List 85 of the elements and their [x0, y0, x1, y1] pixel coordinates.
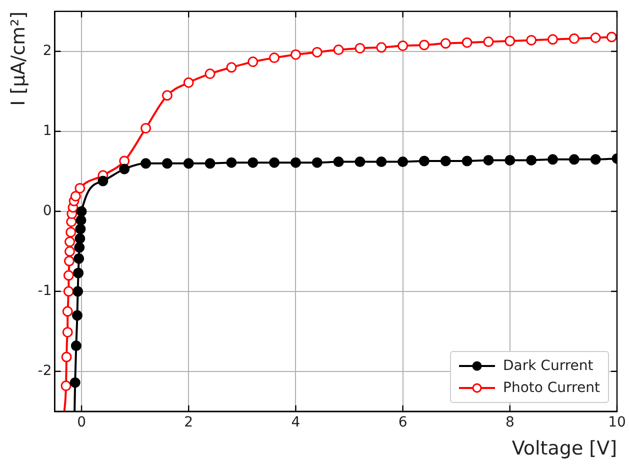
point: [376, 156, 387, 168]
point: [398, 40, 408, 52]
point: [462, 156, 472, 166]
point: [64, 236, 75, 248]
point: [70, 377, 80, 388]
point: [98, 176, 108, 186]
x-tick-label: 10: [608, 414, 626, 430]
point: [269, 157, 280, 168]
point: [74, 233, 86, 244]
point: [73, 268, 84, 278]
point: [60, 380, 72, 392]
point: [504, 36, 516, 46]
point: [162, 90, 172, 101]
point: [204, 68, 216, 80]
point: [72, 286, 84, 297]
point: [62, 306, 73, 317]
y-tick-label: -2: [38, 363, 52, 380]
x-tick-label: 4: [291, 414, 300, 430]
point: [72, 310, 82, 321]
point: [70, 190, 81, 202]
point: [526, 154, 537, 166]
point: [204, 158, 216, 169]
point: [162, 158, 172, 169]
point: [483, 36, 494, 48]
point: [64, 246, 75, 257]
point: [66, 226, 76, 238]
point: [312, 46, 322, 58]
y-tick-label: 1: [42, 123, 52, 140]
point: [418, 156, 430, 166]
point: [333, 156, 344, 168]
x-tick-label: 6: [398, 414, 408, 430]
point: [76, 206, 87, 217]
point: [606, 32, 617, 42]
point: [74, 242, 85, 253]
point: [226, 157, 237, 168]
point: [75, 224, 86, 234]
point: [418, 40, 430, 50]
x-axis-title: Voltage [V]: [512, 438, 617, 460]
point: [590, 32, 601, 44]
point: [312, 157, 322, 168]
point: [64, 256, 74, 266]
point: [119, 164, 130, 174]
point: [568, 154, 580, 165]
point: [226, 62, 237, 73]
y-tick-label: 0: [42, 203, 52, 220]
point: [290, 157, 301, 168]
x-tick-label: 0: [77, 414, 86, 430]
point: [590, 154, 601, 165]
x-tick-label: 8: [505, 414, 514, 430]
point: [333, 44, 344, 56]
point: [398, 156, 408, 168]
point: [547, 154, 558, 165]
point: [440, 38, 451, 49]
point: [354, 156, 366, 168]
point: [63, 270, 74, 281]
point: [290, 49, 301, 60]
point: [74, 182, 86, 194]
point: [568, 33, 580, 44]
point: [76, 214, 86, 226]
point: [63, 286, 74, 297]
point: [248, 157, 258, 168]
point: [483, 154, 494, 166]
point: [140, 122, 152, 134]
point: [547, 34, 558, 45]
point: [70, 340, 82, 352]
x-tick-label: 2: [184, 414, 194, 430]
point: [462, 37, 472, 48]
point: [62, 326, 73, 338]
point: [74, 253, 84, 264]
point: [61, 352, 72, 362]
point: [248, 56, 258, 68]
point: [504, 154, 516, 166]
point: [376, 42, 387, 53]
y-axis-title: I [μA/cm²]: [7, 11, 30, 106]
legend-label: Dark Current: [503, 358, 594, 374]
point: [440, 156, 451, 166]
point: [140, 158, 152, 169]
point: [354, 42, 366, 54]
point: [269, 52, 280, 64]
legend-label: Photo Current: [503, 380, 600, 396]
point: [526, 34, 537, 46]
point: [183, 77, 194, 88]
y-tick-label: 2: [42, 43, 52, 60]
y-tick-label: -1: [38, 283, 52, 300]
point: [183, 158, 194, 169]
